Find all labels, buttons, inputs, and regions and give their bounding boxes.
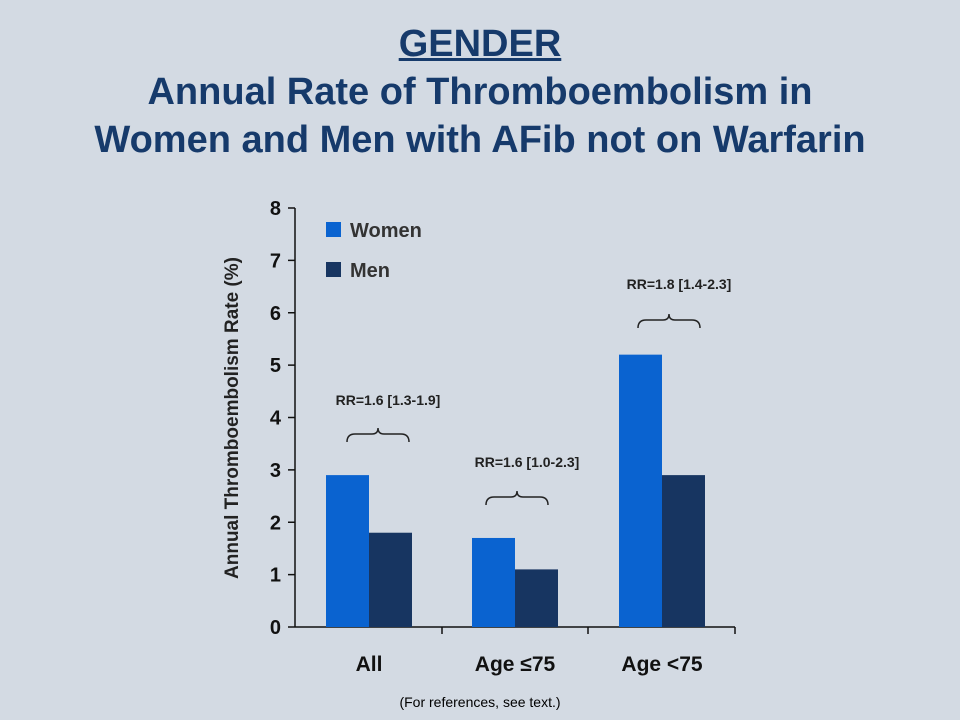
bar-women-0 — [326, 475, 369, 627]
slide-title-line-2: Women and Men with AFib not on Warfarin — [94, 119, 866, 161]
y-axis-label: Annual Thromboembolism Rate (%) — [222, 257, 243, 579]
y-tick-label: 3 — [270, 460, 281, 482]
x-tick-label: Age <75 — [621, 653, 702, 676]
bar-women-2 — [619, 354, 662, 627]
annotation-brace — [485, 490, 549, 506]
y-tick-label: 2 — [270, 512, 281, 534]
y-tick-label: 6 — [270, 303, 281, 325]
x-tick-label: All — [356, 653, 383, 676]
legend-swatch-men — [326, 262, 341, 277]
y-tick-label: 4 — [270, 408, 282, 430]
annotation-label: RR=1.6 [1.3-1.9] — [336, 392, 441, 408]
bar-women-1 — [472, 537, 515, 627]
slide-title-block: GENDER Annual Rate of Thromboembolism in… — [0, 20, 960, 164]
legend-swatch-women — [326, 222, 341, 237]
y-tick-label: 5 — [270, 355, 281, 377]
x-tick-label: Age ≤75 — [475, 653, 556, 676]
legend-label-women: Women — [350, 220, 422, 242]
y-tick-label: 7 — [270, 250, 281, 272]
annotation-brace — [346, 427, 410, 443]
y-tick-label: 0 — [270, 617, 281, 639]
y-tick-label: 1 — [270, 565, 281, 587]
slide-heading: GENDER — [398, 23, 562, 65]
slide-title-line-1: Annual Rate of Thromboembolism in — [147, 71, 813, 113]
bar-men-2 — [662, 475, 705, 627]
bar-men-1 — [515, 569, 558, 627]
annotation-brace — [637, 313, 701, 329]
bar-men-0 — [369, 532, 412, 627]
y-tick-label: 8 — [270, 198, 281, 220]
annotation-label: RR=1.6 [1.0-2.3] — [475, 454, 580, 470]
annotation-label: RR=1.8 [1.4-2.3] — [627, 276, 732, 292]
legend-label-men: Men — [350, 260, 390, 282]
footnote: (For references, see text.) — [399, 694, 561, 710]
